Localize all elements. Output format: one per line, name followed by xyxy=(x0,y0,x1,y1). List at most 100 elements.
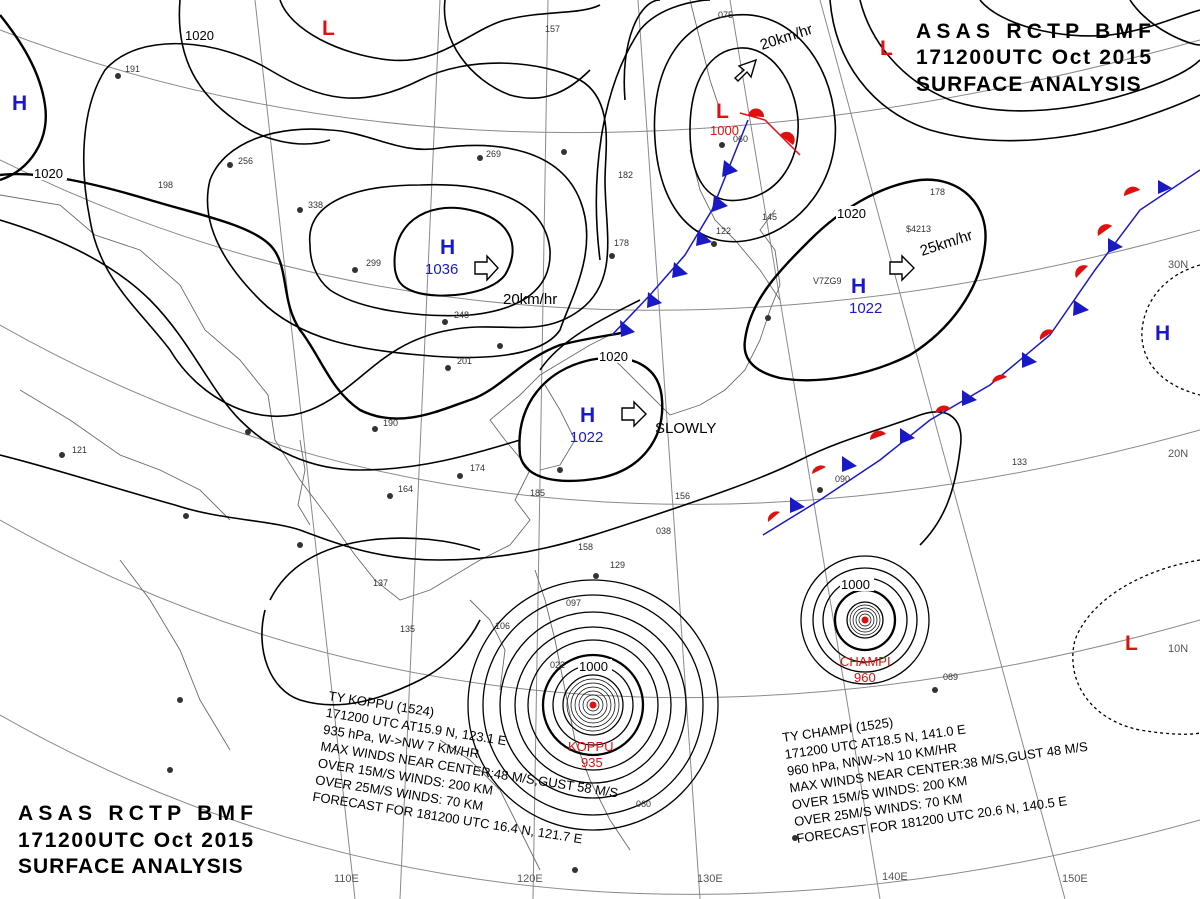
parallel-10n xyxy=(0,519,1200,699)
station-value: 122 xyxy=(716,226,731,236)
champi-pressure: 960 xyxy=(854,670,876,685)
lat-label-30n: 30N xyxy=(1168,259,1188,271)
station-value: V7ZG9 xyxy=(813,276,842,286)
station-value: 299 xyxy=(366,258,381,268)
station-markers xyxy=(59,73,938,873)
header-bottom-left: ASAS RCTP BMF 171200UTC Oct 2015 SURFACE… xyxy=(18,802,254,878)
station-value: 198 xyxy=(158,180,173,190)
header-datetime: 171200UTC Oct 2015 xyxy=(18,829,254,852)
parallel-30n xyxy=(0,159,1200,311)
station-value: 137 xyxy=(373,578,388,588)
typhoon-labels: KOPPU 935 CHAMPI 960 xyxy=(568,654,891,770)
station-value: 174 xyxy=(470,463,485,473)
high-pressure-value: 1022 xyxy=(570,429,603,446)
header-title: ASAS RCTP BMF xyxy=(916,20,1152,43)
station-value: 129 xyxy=(610,560,625,570)
high-marker: H xyxy=(580,404,595,427)
lon-label-120e: 120E xyxy=(517,873,543,885)
high-pressure-value: 1036 xyxy=(425,261,458,278)
koppu-pressure: 935 xyxy=(581,755,603,770)
low-pressure-value: 1000 xyxy=(710,123,739,138)
motion-speed: SLOWLY xyxy=(655,420,716,437)
station-observations: 191 157 075 256 269 338 299 198 182 178 … xyxy=(72,10,1027,809)
lat-label-20n: 20N xyxy=(1168,448,1188,460)
typhoon-koppu-core xyxy=(566,678,620,732)
isobar-label: 1000 xyxy=(579,659,608,674)
station-value: 133 xyxy=(1012,457,1027,467)
station-value: 089 xyxy=(943,672,958,682)
station-value: 106 xyxy=(495,621,510,631)
meridian-140e xyxy=(729,0,881,899)
station-value: 097 xyxy=(566,598,581,608)
champi-name: CHAMPI xyxy=(840,654,891,669)
station-value: 269 xyxy=(486,149,501,159)
header-analysis: SURFACE ANALYSIS xyxy=(916,73,1142,96)
station-value: 164 xyxy=(398,484,413,494)
header-title: ASAS RCTP BMF xyxy=(18,802,254,825)
station-value: 038 xyxy=(656,526,671,536)
coastlines xyxy=(0,0,781,871)
isobar-label: 1020 xyxy=(34,166,63,181)
isobar-label: 1020 xyxy=(599,349,628,364)
station-value: 135 xyxy=(400,624,415,634)
lon-label-130e: 130E xyxy=(697,873,723,885)
header-top-right: ASAS RCTP BMF 171200UTC Oct 2015 SURFACE… xyxy=(916,20,1152,96)
parallel-20n xyxy=(0,324,1200,505)
station-value: 182 xyxy=(618,170,633,180)
meridian-120e xyxy=(532,0,549,899)
meridian-150e xyxy=(819,0,1066,899)
warm-front xyxy=(739,108,1140,522)
low-marker: L xyxy=(716,100,729,123)
station-value: 190 xyxy=(383,418,398,428)
isobar-label: 1000 xyxy=(841,577,870,592)
isobars xyxy=(0,0,1200,831)
station-value: 178 xyxy=(614,238,629,248)
high-marker: H xyxy=(12,92,27,115)
meridian-110e xyxy=(399,0,441,899)
isobar-label: 1020 xyxy=(837,206,866,221)
station-value: 022 xyxy=(550,660,565,670)
station-value: 201 xyxy=(457,356,472,366)
meridian-130e xyxy=(637,0,701,899)
typhoon-champi-core xyxy=(849,604,881,636)
header-analysis: SURFACE ANALYSIS xyxy=(18,855,244,878)
station-value: 185 xyxy=(530,488,545,498)
header-datetime: 171200UTC Oct 2015 xyxy=(916,46,1152,69)
low-marker: L xyxy=(322,17,335,40)
lon-label-110e: 110E xyxy=(334,873,359,885)
station-value: $4213 xyxy=(906,224,931,234)
isobar-labels: 1020 1020 1020 1020 1000 1000 xyxy=(33,28,874,674)
station-value: 338 xyxy=(308,200,323,210)
high-marker: H xyxy=(1155,322,1170,345)
champi-center-dot xyxy=(861,616,869,624)
station-value: 158 xyxy=(578,542,593,552)
station-value: 157 xyxy=(545,24,560,34)
cold-front xyxy=(611,119,1200,536)
station-value: 060 xyxy=(733,134,748,144)
station-value: 075 xyxy=(718,10,733,20)
lat-label-10n: 10N xyxy=(1168,643,1188,655)
koppu-name: KOPPU xyxy=(568,739,614,754)
lon-label-140e: 140E xyxy=(882,871,908,883)
station-value: 121 xyxy=(72,445,87,455)
high-pressure-value: 1022 xyxy=(849,300,882,317)
station-value: 060 xyxy=(636,799,651,809)
motion-speed: 20km/hr xyxy=(503,291,557,308)
station-value: 156 xyxy=(675,491,690,501)
station-value: 191 xyxy=(125,64,140,74)
station-value: 248 xyxy=(454,310,469,320)
high-marker: H xyxy=(440,236,455,259)
high-marker: H xyxy=(851,275,866,298)
low-marker: L xyxy=(1125,632,1138,655)
grid-labels: 110E 120E 130E 140E 150E 10N 20N 30N xyxy=(334,259,1188,885)
station-value: 178 xyxy=(930,187,945,197)
low-marker: L xyxy=(880,37,893,60)
koppu-center-dot xyxy=(589,701,597,709)
isobar-label: 1020 xyxy=(185,28,214,43)
station-value: 145 xyxy=(762,212,777,222)
station-value: 256 xyxy=(238,156,253,166)
lon-label-150e: 150E xyxy=(1062,873,1088,885)
station-value: 090 xyxy=(835,474,850,484)
